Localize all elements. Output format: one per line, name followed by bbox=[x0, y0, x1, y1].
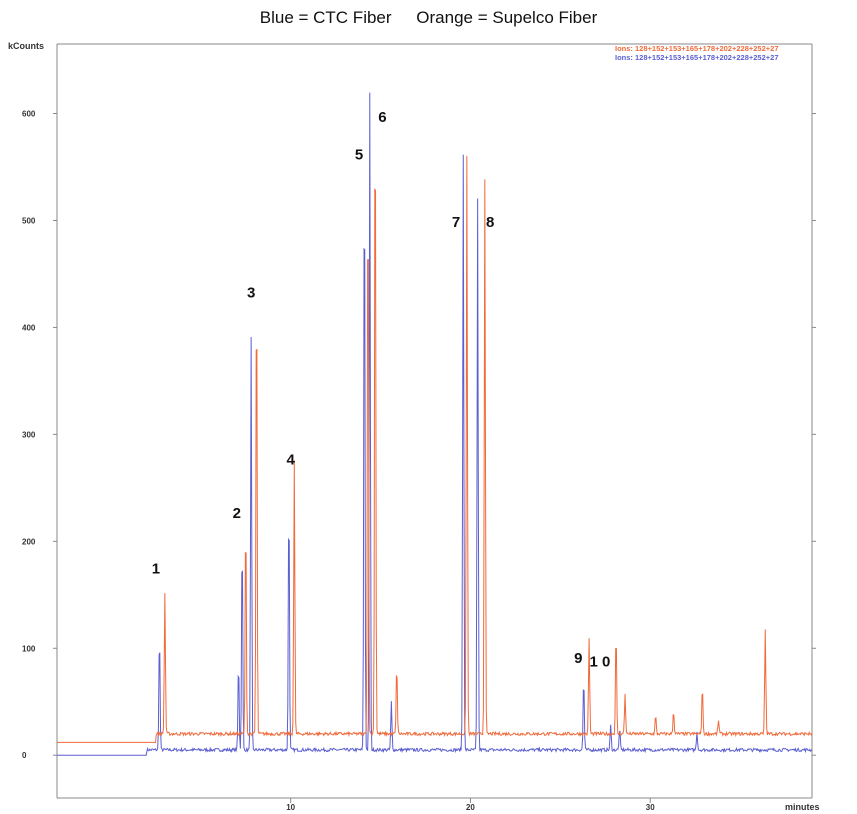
peak-number-label: 7 bbox=[452, 214, 460, 231]
peak-number-label: 3 bbox=[247, 284, 255, 301]
peak-number-label: 9 bbox=[574, 650, 582, 667]
peak-number-label: 1 0 bbox=[589, 653, 610, 670]
legend-orange-label: Orange = Supelco Fiber bbox=[416, 8, 598, 27]
x-tick-label: 20 bbox=[466, 803, 475, 812]
y-tick-label: 500 bbox=[22, 216, 36, 225]
y-tick-label: 600 bbox=[22, 110, 36, 119]
peak-number-label: 8 bbox=[486, 214, 494, 231]
ion-label-blue: Ions: 128+152+153+165+178+202+228+252+27 bbox=[615, 53, 779, 62]
x-axis-label: minutes bbox=[785, 802, 820, 812]
chart-legend-title: Blue = CTC Fiber Orange = Supelco Fiber bbox=[0, 8, 857, 28]
legend-blue-label: Blue = CTC Fiber bbox=[259, 8, 392, 27]
peak-number-label: 6 bbox=[378, 109, 386, 126]
y-tick-label: 100 bbox=[22, 644, 36, 653]
y-tick-label: 200 bbox=[22, 537, 36, 546]
series-line-ctc-fiber bbox=[57, 92, 813, 756]
x-tick-label: 10 bbox=[286, 803, 295, 812]
peak-number-label: 1 bbox=[152, 560, 160, 577]
y-tick-label: 0 bbox=[22, 751, 27, 760]
y-tick-label: 300 bbox=[22, 430, 36, 439]
peak-number-label: 4 bbox=[287, 451, 296, 468]
x-tick-label: 30 bbox=[646, 803, 655, 812]
y-axis-label: kCounts bbox=[8, 41, 44, 51]
y-tick-label: 400 bbox=[22, 323, 36, 332]
peak-number-label: 5 bbox=[355, 147, 363, 164]
peak-number-label: 2 bbox=[233, 505, 241, 522]
ion-label-orange: Ions: 128+152+153+165+178+202+228+252+27 bbox=[615, 44, 779, 53]
series-line-supelco-fiber bbox=[57, 155, 813, 743]
